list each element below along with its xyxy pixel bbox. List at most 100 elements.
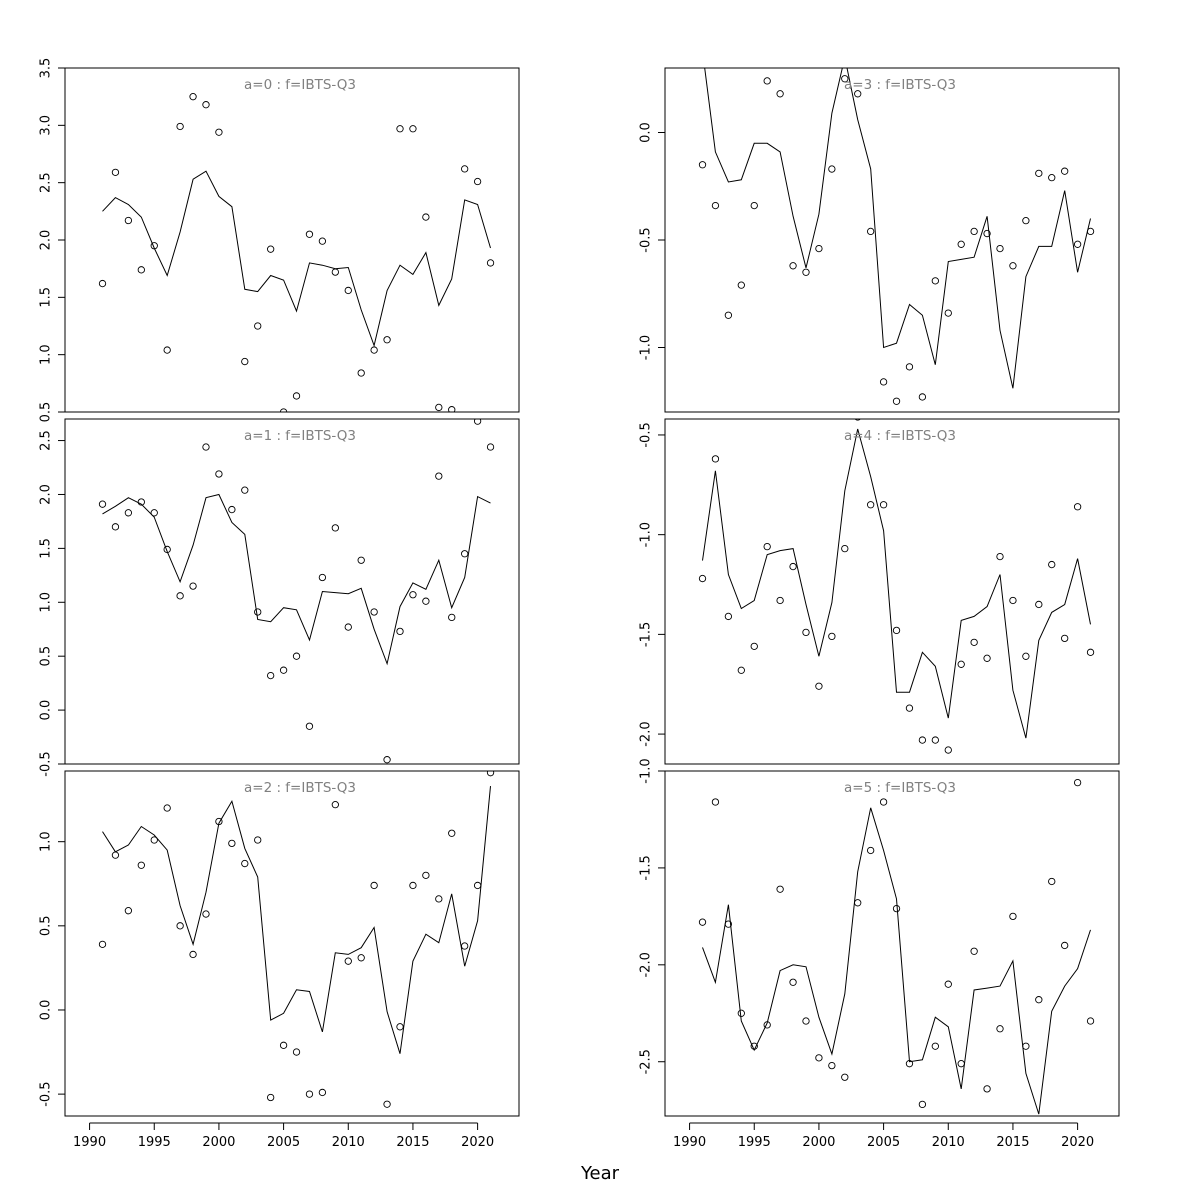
data-point bbox=[292, 652, 301, 660]
data-point bbox=[448, 829, 456, 837]
data-point bbox=[1035, 600, 1043, 609]
fitted-line bbox=[102, 786, 491, 1054]
data-point bbox=[409, 881, 417, 890]
data-point bbox=[957, 240, 965, 248]
plot-area bbox=[698, 778, 1095, 1115]
data-point bbox=[163, 346, 171, 354]
data-point bbox=[473, 419, 482, 425]
data-point bbox=[905, 363, 914, 371]
plot-frame bbox=[664, 67, 1120, 413]
panel-4: -0.5 0.0 0.5 1.0 1990 1995 2000 2005 2010 2015 202… bbox=[39, 770, 520, 1150]
data-point bbox=[1048, 560, 1056, 569]
y-tick-label: 0.0 bbox=[39, 700, 54, 721]
data-point bbox=[189, 582, 197, 590]
data-point bbox=[383, 336, 391, 344]
y-tick-label: -1.0 bbox=[639, 335, 654, 360]
data-point bbox=[763, 542, 771, 551]
data-point bbox=[202, 910, 210, 918]
x-tick-label: 2020 bbox=[461, 1135, 494, 1150]
x-tick-label: 2015 bbox=[396, 1135, 429, 1150]
data-point bbox=[318, 237, 327, 245]
data-point bbox=[737, 281, 745, 289]
data-point bbox=[789, 562, 797, 571]
panel-title: a=1 : f=IBTS-Q3 bbox=[244, 428, 356, 444]
data-point bbox=[111, 851, 120, 859]
data-point bbox=[124, 907, 133, 915]
data-point bbox=[905, 704, 914, 712]
x-tick-label: 2005 bbox=[267, 1135, 300, 1150]
data-point bbox=[1022, 652, 1030, 660]
x-tick-label: 1990 bbox=[673, 1135, 706, 1150]
data-point bbox=[305, 1090, 314, 1098]
data-point bbox=[750, 201, 758, 210]
data-point bbox=[879, 378, 888, 386]
data-point bbox=[163, 545, 171, 554]
data-point bbox=[802, 268, 810, 276]
data-point bbox=[486, 259, 495, 267]
data-point bbox=[344, 286, 352, 295]
data-point bbox=[802, 628, 810, 637]
data-point bbox=[1048, 173, 1056, 182]
y-tick-label: 0.5 bbox=[39, 402, 54, 423]
data-point bbox=[486, 443, 495, 451]
data-point bbox=[944, 746, 952, 754]
y-tick-label: -2.0 bbox=[639, 952, 654, 977]
data-point bbox=[854, 90, 862, 98]
data-point bbox=[111, 523, 120, 531]
data-point bbox=[828, 632, 836, 641]
y-tick-label: 0.5 bbox=[39, 915, 54, 936]
panels: 0.5 1.0 1.5 2.0 2.5 3.0 3.5 a=0 : f=IBTS-Q3 -1.0… bbox=[39, 58, 1120, 1150]
data-point bbox=[996, 552, 1004, 561]
x-tick-label: 2000 bbox=[202, 1135, 235, 1150]
data-point bbox=[970, 947, 978, 955]
data-point bbox=[370, 608, 378, 616]
data-point bbox=[983, 1085, 991, 1093]
panel-2: -0.5 0.0 0.5 1.0 1.5 2.0 2.5 a=1 : f=IBTS-Q3 bbox=[39, 418, 520, 777]
data-point bbox=[1009, 596, 1017, 605]
data-point bbox=[254, 836, 262, 844]
y-tick-label: 2.5 bbox=[39, 172, 54, 193]
y-tick-label: 2.0 bbox=[39, 230, 54, 251]
data-point bbox=[828, 1061, 836, 1070]
data-point bbox=[841, 75, 849, 83]
data-point bbox=[150, 836, 158, 844]
data-point bbox=[776, 885, 784, 893]
data-point bbox=[176, 592, 184, 600]
data-point bbox=[841, 544, 849, 553]
data-point bbox=[396, 125, 404, 133]
data-point bbox=[905, 1060, 914, 1068]
data-point bbox=[344, 623, 352, 631]
data-point bbox=[763, 77, 771, 85]
y-tick-label: 2.5 bbox=[39, 430, 54, 451]
data-point bbox=[854, 899, 862, 907]
fitted-line bbox=[702, 428, 1091, 739]
data-point bbox=[461, 942, 469, 950]
y-tick-label: -2.0 bbox=[639, 721, 654, 746]
data-point bbox=[957, 1060, 965, 1068]
data-point bbox=[815, 244, 823, 253]
data-point bbox=[815, 682, 823, 690]
data-point bbox=[711, 201, 720, 210]
data-point bbox=[931, 736, 939, 744]
y-tick-label: -0.5 bbox=[639, 227, 654, 252]
data-point bbox=[763, 1021, 771, 1029]
panel-title: a=0 : f=IBTS-Q3 bbox=[244, 77, 356, 93]
data-point bbox=[98, 279, 107, 288]
data-point bbox=[970, 227, 978, 236]
data-point bbox=[970, 638, 978, 647]
data-point bbox=[331, 268, 339, 276]
data-point bbox=[918, 736, 927, 744]
data-point bbox=[150, 242, 158, 250]
data-point bbox=[1086, 1017, 1095, 1025]
data-point bbox=[892, 904, 901, 913]
x-tick-label: 2010 bbox=[332, 1135, 365, 1150]
data-point bbox=[828, 165, 836, 173]
data-point bbox=[241, 357, 249, 366]
data-point bbox=[996, 1025, 1004, 1033]
data-point bbox=[867, 501, 875, 509]
data-point bbox=[841, 1073, 849, 1081]
data-point bbox=[267, 1093, 275, 1102]
x-tick-label: 2020 bbox=[1061, 1135, 1094, 1150]
data-point bbox=[215, 470, 223, 478]
data-point bbox=[737, 666, 745, 674]
